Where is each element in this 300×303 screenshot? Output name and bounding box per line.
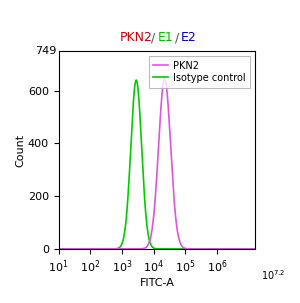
X-axis label: FITC-A: FITC-A bbox=[140, 278, 174, 288]
Y-axis label: Count: Count bbox=[15, 134, 25, 167]
Text: PKN2: PKN2 bbox=[119, 32, 152, 45]
Text: E1: E1 bbox=[158, 32, 173, 45]
Legend: PKN2, Isotype control: PKN2, Isotype control bbox=[148, 56, 250, 88]
Text: 749: 749 bbox=[35, 46, 57, 56]
Text: E2: E2 bbox=[181, 32, 197, 45]
Text: /: / bbox=[171, 32, 183, 45]
Text: $10^{7.2}$: $10^{7.2}$ bbox=[261, 268, 285, 282]
Text: /: / bbox=[147, 32, 159, 45]
